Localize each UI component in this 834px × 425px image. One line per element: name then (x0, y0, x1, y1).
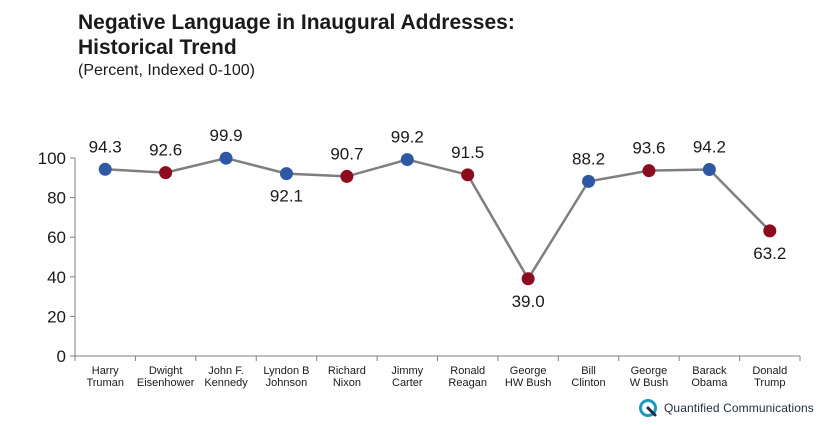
x-tick-label: George W Bush (630, 365, 669, 389)
y-tick-label: 20 (47, 307, 66, 326)
y-tick-label: 0 (57, 347, 66, 366)
chart-title-line-1: Negative Language in Inaugural Addresses… (78, 11, 515, 34)
x-tick-label: George HW Bush (505, 365, 551, 389)
data-point (461, 168, 475, 182)
data-label: 94.2 (693, 137, 726, 156)
data-label: 63.2 (753, 244, 786, 263)
data-point (763, 224, 777, 238)
x-tick-label: Dwight Eisenhower (137, 365, 195, 389)
x-tick-label: Barack Obama (691, 365, 728, 389)
x-tick-label: John F. Kennedy (204, 365, 248, 389)
data-label: 99.9 (209, 126, 242, 145)
data-label: 90.7 (330, 144, 363, 163)
y-tick-label: 60 (47, 228, 66, 247)
x-tick-label: Richard Nixon (328, 365, 366, 389)
chart-title-line-2: Historical Trend (78, 36, 237, 59)
x-tick-label: Bill Clinton (571, 365, 605, 389)
x-tick-label: Lyndon B Johnson (263, 365, 309, 389)
data-label: 92.6 (149, 141, 182, 160)
logo-text: Quantified Communications (664, 401, 814, 415)
data-point (340, 169, 354, 183)
data-label: 39.0 (512, 292, 545, 311)
series-line (105, 156, 771, 282)
y-tick-label: 40 (47, 268, 66, 287)
data-label: 88.2 (572, 149, 605, 168)
data-label: 99.2 (391, 128, 424, 147)
data-point (159, 166, 173, 180)
x-tick-label: Ronald Reagan (448, 365, 487, 389)
y-tick-label: 100 (38, 149, 66, 168)
data-point (219, 151, 233, 165)
data-point (279, 167, 293, 181)
x-tick-label: Jimmy Carter (391, 365, 423, 389)
data-point (642, 164, 656, 178)
x-tick-label: Harry Truman (86, 365, 124, 389)
data-point (582, 174, 596, 188)
data-point (400, 153, 414, 167)
company-logo: Quantified Communications (638, 398, 814, 418)
quantified-communications-logo-icon (639, 399, 657, 417)
data-label: 91.5 (451, 143, 484, 162)
chart-title-block: Negative Language in Inaugural Addresses… (78, 10, 515, 82)
data-point (702, 162, 716, 176)
data-label: 93.6 (632, 139, 665, 158)
data-point (521, 272, 535, 286)
x-tick-label: Donald Trump (752, 365, 787, 389)
data-label: 92.1 (270, 187, 303, 206)
chart-subtitle: (Percent, Indexed 0-100) (78, 62, 255, 79)
y-tick-label: 80 (47, 189, 66, 208)
data-label: 94.3 (89, 137, 122, 156)
data-point (98, 162, 112, 176)
